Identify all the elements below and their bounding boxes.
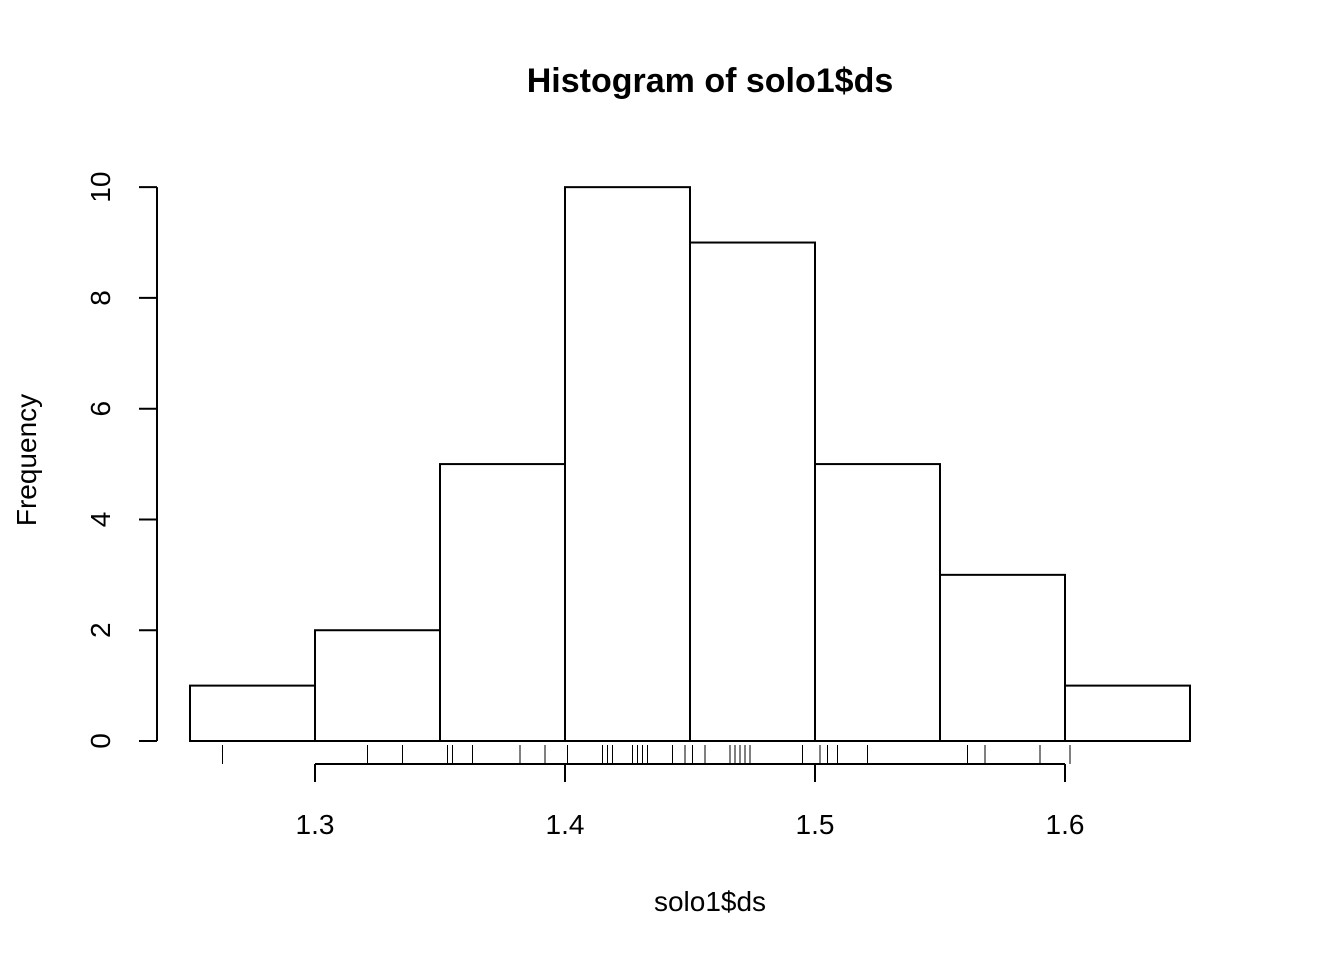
bars-group <box>189 186 1191 743</box>
x-axis-label: solo1$ds <box>654 886 766 917</box>
histogram-bar-7 <box>1064 684 1191 742</box>
y-axis: 0 2 4 6 8 10 <box>85 172 158 749</box>
histogram-bar-2 <box>439 463 566 742</box>
y-tick-label-2: 4 <box>85 512 116 528</box>
x-tick-label-2: 1.5 <box>796 809 835 840</box>
histogram-bar-4 <box>689 241 816 743</box>
x-tick-label-1: 1.4 <box>546 809 585 840</box>
histogram-bar-0 <box>189 684 316 742</box>
y-axis-label: Frequency <box>11 394 42 526</box>
x-axis: 1.3 1.4 1.5 1.6 <box>296 763 1085 840</box>
y-tick-label-5: 10 <box>85 172 116 203</box>
histogram-bar-6 <box>939 573 1066 742</box>
x-tick-label-0: 1.3 <box>296 809 335 840</box>
histogram-bar-3 <box>564 186 691 742</box>
y-tick-label-0: 0 <box>85 733 116 749</box>
y-tick-label-4: 8 <box>85 290 116 306</box>
histogram-bar-1 <box>314 629 441 743</box>
rug-group <box>222 745 1071 764</box>
histogram-bar-5 <box>814 463 941 742</box>
y-tick-label-3: 6 <box>85 401 116 417</box>
y-tick-label-1: 2 <box>85 622 116 638</box>
x-tick-label-3: 1.6 <box>1046 809 1085 840</box>
chart-title: Histogram of solo1$ds <box>527 62 894 100</box>
